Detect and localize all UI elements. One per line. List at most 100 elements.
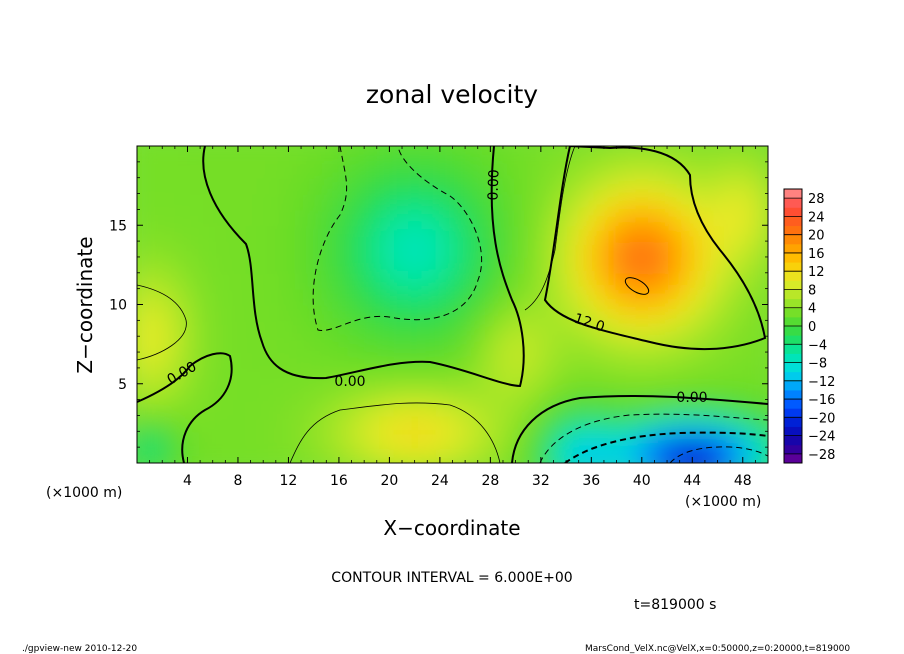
field-cell [364,304,378,322]
field-cell [439,415,454,433]
colorbar-tick-label: −16 [808,393,835,408]
x-tick-label: 32 [532,473,550,489]
field-cell [338,161,353,179]
field-cell [692,336,706,354]
field-cell [124,463,138,480]
field-cell [641,161,656,179]
field-cell [212,367,227,385]
field-cell [313,336,328,354]
field-cell [768,209,782,226]
field-cell [326,177,340,195]
field-cell [162,193,176,211]
field-cell [679,336,694,354]
field-cell [250,209,265,227]
field-cell [137,193,138,211]
field-cell [263,352,277,369]
field-cell [667,272,681,290]
x-tick-label: 28 [481,473,499,489]
field-cell [439,161,454,179]
field-cell [187,272,202,290]
field-cell [730,320,744,338]
field-cell [414,241,429,258]
field-cell [389,177,404,195]
contour-interval-text: CONTOUR INTERVAL = 6.000E+00 [331,570,572,586]
field-cell [465,383,479,401]
field-cell [603,352,618,369]
field-cell [187,225,202,243]
field-cell [717,320,732,338]
colorbar-swatch [784,262,802,272]
field-cell [742,193,757,211]
field-cell [326,146,340,147]
field-cell [237,415,252,433]
field-cell [338,431,353,449]
field-cell [654,209,669,227]
field-cell [553,288,568,306]
colorbar-swatch [784,289,802,300]
field-cell [275,415,290,433]
field-cell [225,383,239,401]
field-cell [351,161,366,179]
field-cell [174,304,189,322]
field-cell [174,161,189,179]
field-cell [212,336,227,354]
field-cell [616,256,631,274]
field-cell [667,241,681,258]
field-cell [641,336,656,354]
field-cell [641,352,656,369]
field-cell [301,256,315,274]
field-cell [414,447,429,463]
field-cell [477,304,492,322]
field-cell [351,256,366,274]
x-tick-label: 16 [330,473,348,489]
field-cell [212,304,227,322]
field-cell [616,352,631,369]
field-cell [515,352,530,369]
field-cell [704,193,719,211]
field-cell [528,209,542,227]
field-cell [225,320,239,338]
field-cell [704,399,719,417]
field-cell [566,336,580,354]
field-cell [528,161,542,179]
field-cell [679,304,694,322]
x-tick-label: 40 [633,473,651,489]
field-cell [705,463,719,480]
field-cell [502,304,517,322]
colorbar-swatch [784,307,802,318]
field-cell [326,146,340,163]
field-cell [187,256,202,274]
field-cell [275,447,290,463]
field-cell [313,146,328,147]
field-cell [313,431,328,449]
field-cell [591,352,605,369]
field-cell [477,241,492,258]
field-cell [465,304,479,322]
field-cell [502,193,517,211]
field-cell [364,352,378,369]
field-cell [301,288,315,306]
field-cell [301,431,315,449]
field-cell [200,367,214,385]
field-cell [755,256,768,274]
field-cell [465,161,479,179]
field-cell [376,447,391,463]
field-cell [603,193,618,211]
field-cell [149,352,164,369]
contour-label: 0.00 [676,390,707,406]
field-cell [137,146,138,163]
field-cell [250,161,265,179]
field-cell [402,447,416,463]
field-cell [629,320,643,338]
field-cell [616,304,631,322]
field-cell [389,447,404,463]
field-cell [528,352,542,369]
field-cell [402,336,416,354]
field-cell [654,352,669,369]
field-cell [351,177,366,195]
field-cell [540,447,555,463]
field-cell [149,241,164,258]
field-cell [162,352,176,369]
field-cell [338,383,353,401]
field-cell [742,415,757,433]
